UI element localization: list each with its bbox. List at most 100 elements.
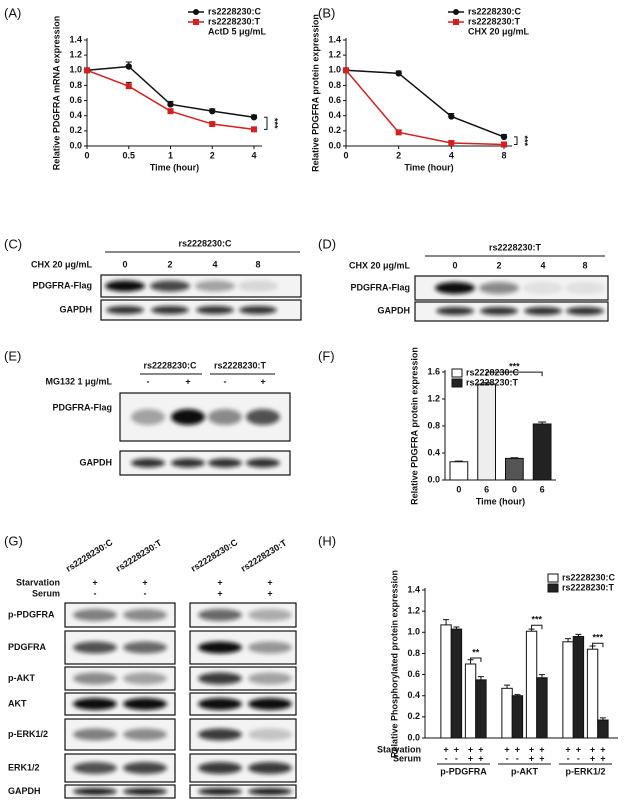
panel-label: (D) <box>318 236 336 251</box>
y-tick-label: 1.4 <box>328 34 341 44</box>
x-tick-label: 1 <box>168 150 173 160</box>
blot-band <box>566 307 604 315</box>
blot-band <box>123 698 167 710</box>
bar <box>511 695 524 739</box>
blot-band <box>171 409 205 425</box>
treatment-label: CHX 20 μg/mL <box>31 259 93 269</box>
blot-band <box>246 409 280 425</box>
significance: *** <box>509 362 520 372</box>
row-label: PDGFRA <box>8 642 47 652</box>
group-label: rs2228230:C <box>143 360 197 370</box>
error-bar <box>565 638 572 642</box>
lane-label: 0 <box>122 259 127 269</box>
condition-mark: + <box>539 744 544 754</box>
marker <box>250 114 258 121</box>
legend-marker <box>453 9 459 15</box>
treatment-label: MG132 1 μg/mL <box>45 376 112 386</box>
blot-band <box>208 409 242 425</box>
y-tick-label: 0.2 <box>328 125 341 135</box>
annotation: CHX 20 μg/mL <box>468 26 530 36</box>
lane-label: 4 <box>540 260 545 270</box>
y-tick-label: 0.0 <box>427 474 440 484</box>
blot-band <box>198 728 242 741</box>
marker <box>209 121 216 128</box>
blot-band <box>73 641 117 654</box>
condition-mark: + <box>267 588 272 598</box>
blot-band <box>73 698 117 710</box>
blot-band <box>248 728 292 741</box>
blot-band <box>248 641 292 654</box>
condition-label: Serum <box>393 753 421 763</box>
y-tick-label: 1.4 <box>407 584 420 594</box>
panel-label: (G) <box>4 533 23 548</box>
lane-label: + <box>260 376 265 386</box>
bar <box>536 677 548 739</box>
row-label: p-ERK1/2 <box>8 729 48 739</box>
blot-band <box>198 641 242 654</box>
blot-band <box>480 307 518 315</box>
condition-label: Starvation <box>377 744 421 754</box>
marker <box>448 113 455 120</box>
blot-band <box>123 788 167 795</box>
legend-swatch <box>451 378 463 388</box>
panel-label: (F) <box>318 348 335 363</box>
significance-bracket <box>592 642 604 648</box>
y-tick-label: 0.4 <box>407 690 420 700</box>
blot-band <box>208 458 242 468</box>
blot-band <box>248 672 292 685</box>
condition-mark: - <box>516 753 519 763</box>
y-tick-label: 1.4 <box>69 34 82 44</box>
panel-label: (H) <box>318 533 336 548</box>
y-tick-label: 0.8 <box>69 80 82 90</box>
condition-mark: + <box>576 744 581 754</box>
y-tick-label: 1.2 <box>328 50 341 60</box>
x-tick-label: 0 <box>343 150 348 160</box>
x-tick-label: 2 <box>210 150 215 160</box>
bar <box>504 457 524 481</box>
error-bar <box>575 633 582 637</box>
x-tick-label: 2 <box>396 150 401 160</box>
blot-band <box>248 698 292 710</box>
marker <box>125 83 132 90</box>
blot-band <box>123 641 167 654</box>
blot-band <box>248 609 292 621</box>
condition-mark: - <box>455 753 458 763</box>
condition-mark: + <box>443 744 448 754</box>
significance-bracket <box>264 116 268 130</box>
blot-band <box>198 609 242 621</box>
x-axis-label: Time (hour) <box>476 496 525 506</box>
group-label: p-AKT <box>511 766 538 776</box>
legend-label: rs2228230:T <box>468 16 521 26</box>
blot-band <box>171 458 205 468</box>
x-tick-label: 0 <box>456 484 461 494</box>
blot-band <box>246 458 280 468</box>
condition-mark: + <box>217 577 222 587</box>
y-tick-label: 0.4 <box>427 447 440 457</box>
condition-mark: + <box>478 753 483 763</box>
blot-title: rs2228230:T <box>489 242 542 252</box>
condition-mark: + <box>600 744 605 754</box>
condition-mark: + <box>590 744 595 754</box>
error-bar <box>443 619 450 625</box>
y-tick-label: 0.6 <box>69 95 82 105</box>
condition-mark: - <box>567 753 570 763</box>
group-label: rs2228230:T <box>214 360 267 370</box>
x-tick-label: 4 <box>251 150 256 160</box>
significance: *** <box>270 118 280 129</box>
y-tick-label: 0.6 <box>407 669 420 679</box>
y-axis-label: Relative Phosphorylated protein expressi… <box>389 570 399 758</box>
column-label: rs2228230:T <box>114 537 164 573</box>
y-tick-label: 0.8 <box>427 420 440 430</box>
marker <box>167 101 174 108</box>
condition-label: Serum <box>32 588 60 598</box>
blot-band <box>131 458 165 468</box>
error-bar <box>477 676 484 680</box>
lane-label: 2 <box>496 260 501 270</box>
condition-mark: + <box>454 744 459 754</box>
condition-mark: - <box>506 753 509 763</box>
marker <box>501 141 507 148</box>
x-tick-label: 0 <box>84 150 89 160</box>
significance: *** <box>520 135 530 146</box>
legend-swatch <box>547 573 559 583</box>
blot-band <box>73 788 117 795</box>
